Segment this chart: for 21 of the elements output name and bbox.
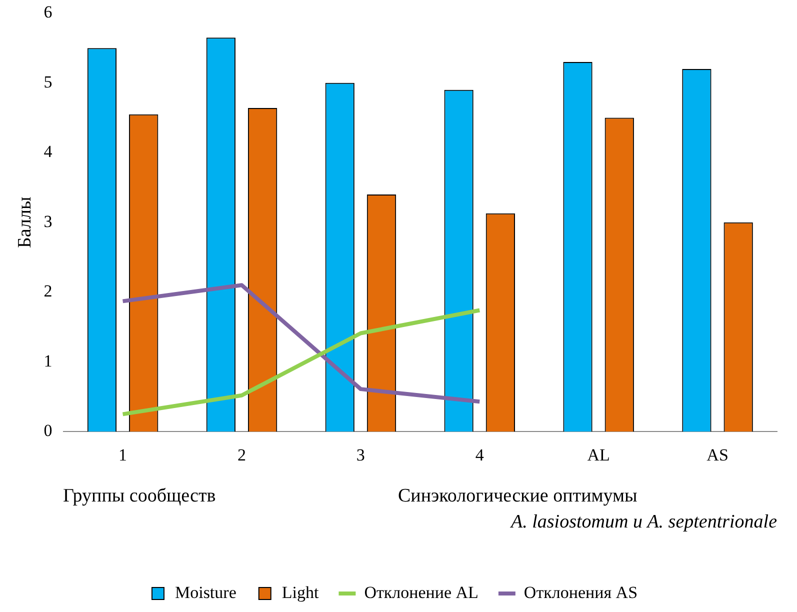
text: A. lasiostomum и A. septentrionale: [509, 512, 777, 533]
x-tick-label: AL: [587, 445, 610, 464]
legend-label: Отклонения AS: [524, 582, 638, 602]
legend-label: Moisture: [174, 582, 236, 602]
y-axis-title: Баллы: [14, 196, 36, 248]
y-tick-label: 5: [44, 72, 52, 92]
legend-label: Отклонение AL: [364, 582, 478, 602]
y-tick-label: 0: [44, 421, 52, 440]
x-tick-label: AS: [706, 445, 728, 464]
x-tick-label: 1: [118, 445, 128, 464]
text: Синэкологические оптимумы: [398, 486, 638, 507]
text: Группы сообществ: [63, 486, 216, 507]
x-tick-label: 4: [475, 445, 484, 464]
x-tick-label: 2: [237, 445, 246, 464]
y-tick-label: 1: [44, 351, 52, 370]
y-tick-label: 2: [44, 282, 52, 301]
x-tick-label: 3: [356, 445, 365, 464]
y-tick-label: 6: [44, 2, 52, 22]
y-tick-label: 4: [44, 142, 53, 162]
legend-label: Light: [282, 582, 319, 602]
y-tick-label: 3: [44, 212, 52, 231]
